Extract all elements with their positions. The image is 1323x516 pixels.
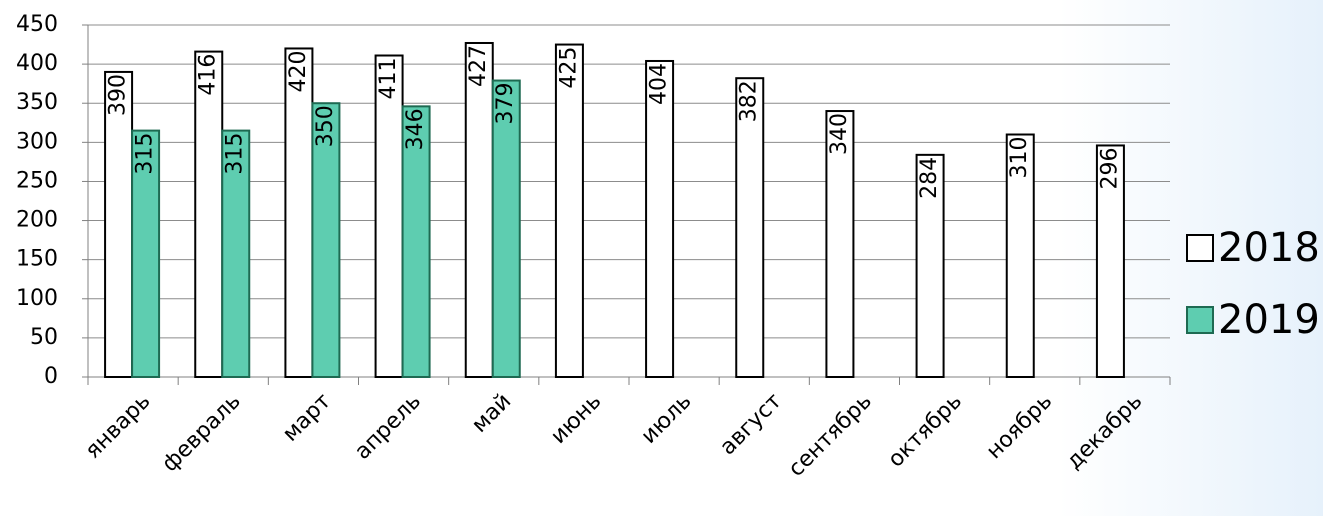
- value-label: 315: [133, 133, 158, 175]
- x-tick-label: декабрь: [1062, 389, 1148, 475]
- y-tick-label: 250: [16, 168, 58, 193]
- x-tick-label: октябрь: [883, 389, 967, 473]
- value-label: 427: [466, 45, 491, 87]
- bar: [915, 153, 945, 378]
- value-label: 315: [223, 133, 248, 175]
- value-label: 350: [313, 105, 338, 147]
- y-tick-label: 300: [16, 129, 58, 154]
- x-tick-label: ноябрь: [982, 389, 1057, 464]
- value-label: 411: [376, 58, 401, 100]
- bar: [401, 105, 431, 379]
- bar: [464, 41, 494, 378]
- x-tick-label: август: [715, 389, 787, 461]
- value-label: 284: [917, 157, 942, 199]
- y-tick-label: 350: [16, 90, 58, 115]
- value-label: 296: [1097, 147, 1122, 189]
- y-tick-label: 100: [16, 286, 58, 311]
- x-tick-label: апрель: [350, 389, 426, 465]
- value-label: 340: [827, 113, 852, 155]
- y-tick-label: 400: [16, 51, 58, 76]
- y-tick-label: 450: [16, 12, 58, 37]
- bar: [311, 102, 341, 378]
- bar: [284, 47, 314, 378]
- x-tick-label: июль: [637, 389, 697, 449]
- value-label: 425: [556, 47, 581, 89]
- legend-label: 2018: [1218, 225, 1320, 271]
- value-label: 379: [493, 83, 518, 125]
- bar: [554, 43, 584, 379]
- value-label: 420: [286, 50, 311, 92]
- bar: [194, 50, 224, 379]
- x-tick-label: январь: [81, 389, 156, 464]
- bar: [491, 79, 521, 378]
- y-tick-label: 50: [30, 325, 58, 350]
- value-label: 382: [737, 80, 762, 122]
- x-tick-label: сентябрь: [784, 389, 877, 482]
- x-tick-label: март: [278, 389, 336, 447]
- value-label: 310: [1007, 137, 1032, 179]
- bar: [825, 110, 855, 379]
- y-tick-label: 150: [16, 247, 58, 272]
- x-tick-label: июнь: [546, 389, 606, 449]
- legend-swatch: [1186, 234, 1214, 262]
- legend-label: 2019: [1218, 297, 1320, 343]
- bar: [1095, 144, 1125, 378]
- bar: [131, 129, 161, 378]
- y-tick-label: 0: [44, 364, 58, 389]
- bar: [1005, 133, 1035, 378]
- x-tick-label: май: [467, 389, 516, 438]
- value-label: 346: [403, 108, 428, 150]
- value-label: 416: [196, 54, 221, 96]
- legend-swatch: [1186, 306, 1214, 334]
- x-tick-label: февраль: [157, 389, 245, 477]
- bar: [645, 59, 675, 379]
- bar: [735, 77, 765, 379]
- value-label: 404: [647, 63, 672, 105]
- bar: [374, 54, 404, 379]
- bar: [221, 129, 251, 378]
- bar: [104, 70, 134, 379]
- y-tick-label: 200: [16, 208, 58, 233]
- value-label: 390: [106, 74, 131, 116]
